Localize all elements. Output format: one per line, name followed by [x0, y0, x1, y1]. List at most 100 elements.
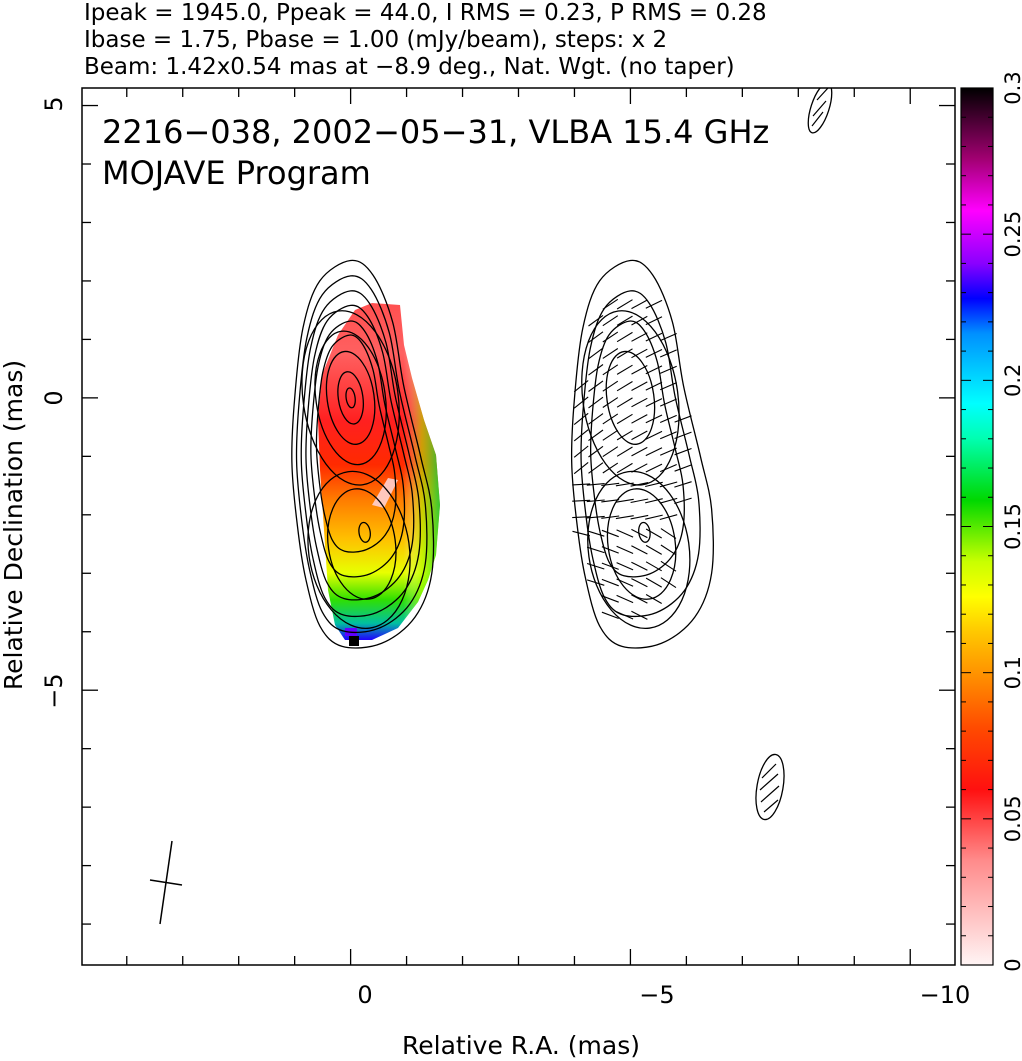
contour-line	[301, 310, 400, 486]
evpa-tick	[616, 446, 633, 457]
evpa-tick	[659, 332, 677, 342]
evpa-tick	[645, 561, 662, 572]
y-tick-label-minus5: −5	[40, 673, 68, 708]
evpa-tick	[645, 447, 663, 457]
colorbar-tick-label: 0.2	[1001, 364, 1022, 397]
evpa-tick	[588, 347, 604, 360]
evpa-tick	[659, 431, 677, 440]
x-tick-label-minus5: −5	[639, 981, 674, 1009]
evpa-tick	[601, 546, 619, 554]
contour-line	[315, 334, 397, 553]
evpa-tick	[602, 413, 619, 425]
contour-line	[581, 310, 680, 486]
header-line-2: Ibase = 1.75, Pbase = 1.00 (mJy/beam), s…	[84, 27, 667, 53]
evpa-tick	[588, 396, 604, 409]
evpa-tick	[616, 299, 633, 310]
evpa-tick	[631, 446, 648, 457]
contour-line	[310, 320, 406, 578]
evpa-tick	[616, 381, 633, 392]
contour-line	[300, 290, 421, 618]
evpa-tick	[573, 380, 589, 393]
evpa-tick	[659, 365, 677, 374]
evpa-tick	[572, 516, 591, 519]
evpa-tick	[645, 481, 663, 488]
evpa-tick	[645, 544, 662, 555]
colorbar-ticks	[961, 87, 993, 966]
plot-frame	[81, 87, 956, 966]
evpa-tick	[645, 332, 663, 342]
evpa-tick	[586, 499, 605, 503]
evpa-tick	[631, 381, 648, 391]
x-axis-ticks	[126, 88, 911, 965]
evpa-tick	[616, 611, 634, 620]
evpa-tick	[588, 462, 604, 474]
evpa-tick	[601, 482, 620, 487]
evpa-tick	[674, 464, 692, 472]
detached-component-upper	[807, 88, 833, 134]
plot-subtitle: MOJAVE Program	[102, 154, 371, 192]
evpa-tick	[645, 316, 663, 326]
evpa-tick	[674, 415, 692, 423]
beam-marker	[149, 840, 183, 925]
contour-line	[345, 387, 356, 409]
evpa-tick	[616, 545, 634, 555]
y-axis-label: Relative Declination (mas)	[0, 360, 28, 690]
evpa-tick	[645, 349, 663, 358]
plot-area: 2216−038, 2002−05−31, VLBA 15.4 GHz MOJA…	[81, 87, 956, 966]
max-polarization-pixel	[349, 636, 359, 646]
evpa-tick	[659, 481, 678, 488]
evpa-tick	[659, 497, 678, 504]
evpa-tick	[645, 514, 663, 520]
evpa-tick	[616, 397, 633, 408]
contour-line	[305, 304, 415, 601]
evpa-vector-ticks	[572, 298, 692, 620]
contour-line	[295, 275, 428, 634]
evpa-tick	[616, 462, 633, 474]
contour-line	[337, 371, 364, 425]
evpa-tick	[616, 331, 633, 343]
evpa-tick	[602, 364, 619, 376]
evpa-tick	[602, 462, 619, 474]
evpa-tick	[645, 577, 662, 588]
evpa-tick	[601, 515, 620, 519]
contour-line	[307, 470, 411, 630]
evpa-tick	[573, 461, 589, 475]
evpa-tick	[659, 382, 677, 391]
evpa-tick	[660, 544, 677, 556]
y-tick-label-0: 0	[40, 390, 68, 405]
colorbar-tick-label: 0.25	[1001, 211, 1022, 258]
evpa-tick	[660, 560, 677, 572]
evpa-tick	[631, 414, 648, 424]
evpa-tick	[645, 398, 663, 407]
evpa-tick	[631, 561, 648, 571]
evpa-tick	[573, 429, 589, 442]
evpa-tick	[573, 445, 589, 458]
evpa-tick	[602, 380, 619, 392]
evpa-tick	[586, 579, 605, 586]
colorbar-tick-label: 0.3	[1001, 71, 1022, 104]
evpa-tick	[674, 481, 692, 488]
evpa-tick	[660, 577, 677, 589]
contour-line	[580, 290, 701, 618]
evpa-tick	[586, 562, 605, 570]
evpa-tick	[631, 545, 648, 555]
evpa-tick	[588, 364, 604, 376]
contour-line	[358, 521, 371, 543]
evpa-tick	[631, 348, 648, 359]
evpa-tick	[645, 463, 663, 473]
evpa-tick	[572, 499, 591, 502]
evpa-tick	[616, 430, 633, 441]
evpa-tick	[601, 595, 619, 603]
evpa-tick	[630, 498, 649, 504]
evpa-tick	[588, 413, 604, 425]
evpa-tick	[631, 299, 648, 310]
evpa-tick	[616, 315, 633, 326]
evpa-tick	[645, 381, 663, 391]
total-intensity-contours	[291, 259, 435, 649]
colorbar: 0 0.05 0.1 0.15 0.2 0.25 0.3	[960, 71, 1022, 972]
evpa-tick	[616, 562, 634, 571]
evpa-tick	[602, 331, 619, 343]
evpa-tick	[572, 483, 591, 486]
evpa-tick	[659, 463, 677, 473]
